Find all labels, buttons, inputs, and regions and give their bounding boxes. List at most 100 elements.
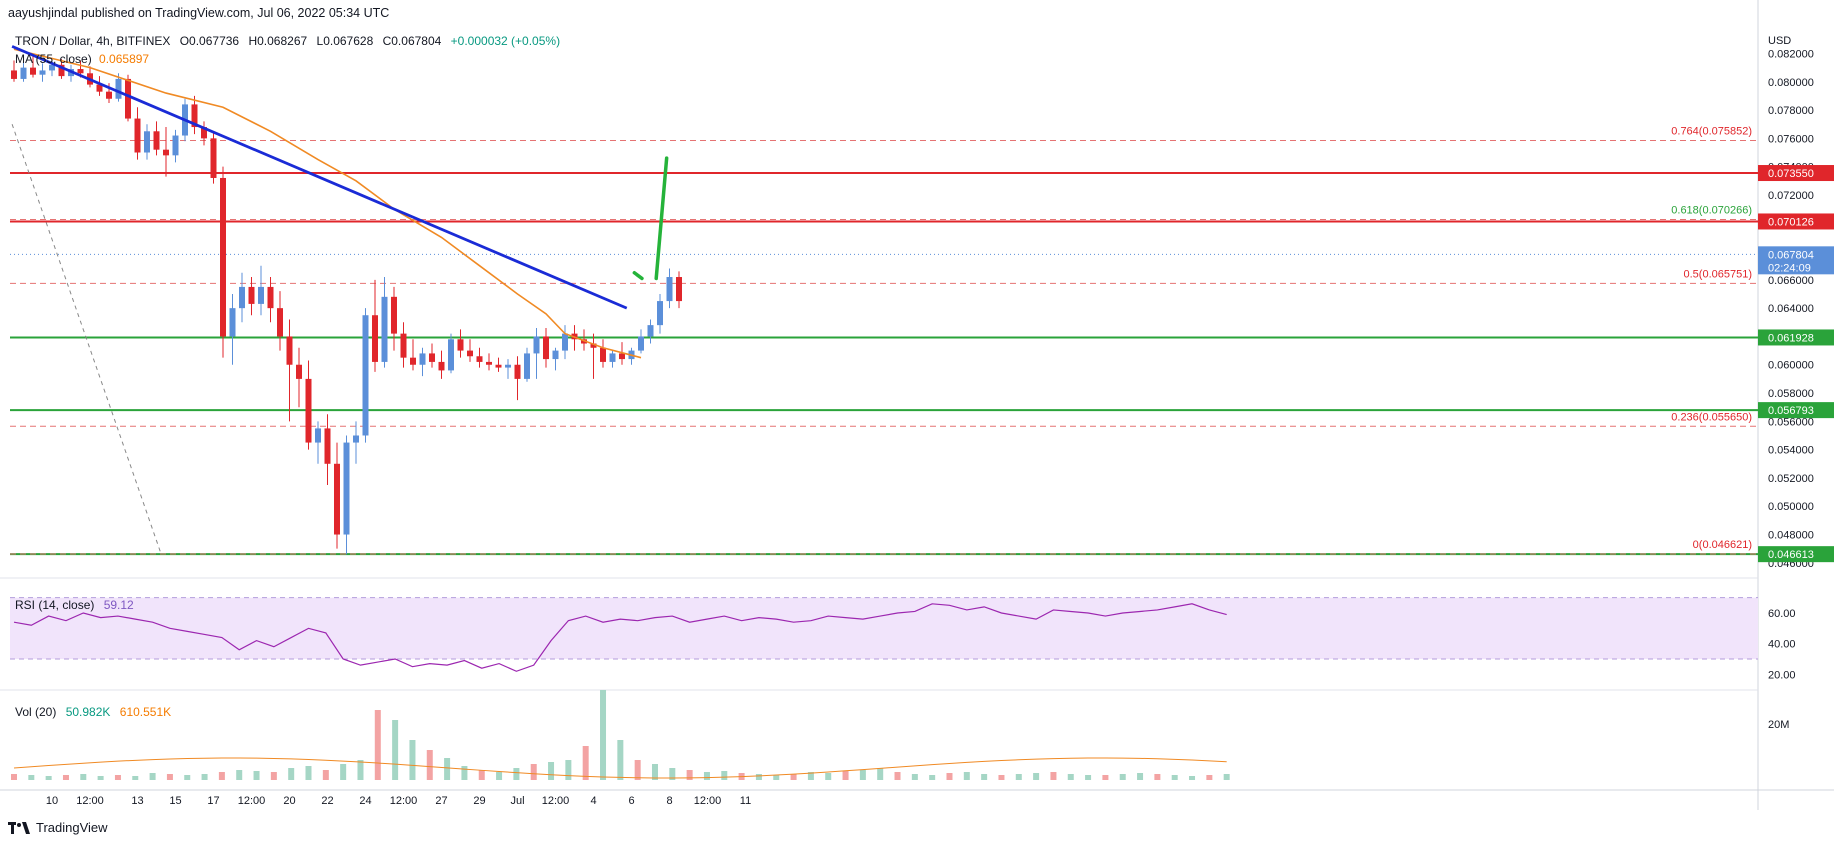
volume-bar	[894, 772, 901, 780]
y-tick-label: 0.064000	[1768, 303, 1814, 315]
y-tick-label: 0.080000	[1768, 77, 1814, 89]
volume-bar	[651, 764, 658, 780]
fib-level-label: 0.764(0.075852)	[1671, 125, 1752, 137]
price-axis-tag-label: 0.061928	[1768, 332, 1814, 344]
volume-bar	[721, 771, 728, 780]
candle-body	[106, 91, 112, 99]
volume-bar	[426, 750, 433, 780]
candle-body	[505, 364, 511, 368]
x-tick-label: 29	[473, 795, 485, 807]
candle-body	[39, 70, 46, 75]
candle-body	[343, 442, 350, 535]
candle-body	[96, 84, 103, 92]
volume-bar	[1154, 774, 1161, 780]
symbol-legend[interactable]: TRON / Dollar, 4h, BITFINEX O0.067736 H0…	[15, 34, 560, 48]
volume-bar	[600, 690, 607, 780]
price-axis-tag-label: 0.067804	[1768, 249, 1814, 261]
candle-body	[638, 336, 644, 351]
volume-bar	[28, 775, 35, 780]
candle-body	[533, 336, 540, 354]
volume-bar	[132, 776, 139, 780]
volume-bar	[582, 746, 589, 780]
candle-body	[229, 308, 236, 337]
fib-diagonal-line	[11, 124, 162, 555]
volume-legend[interactable]: Vol (20) 50.982K 610.551K	[15, 705, 171, 719]
candle-body	[30, 67, 36, 75]
candle-body	[11, 70, 17, 79]
x-tick-label: 12:00	[390, 795, 418, 807]
candle-body	[77, 69, 84, 74]
volume-bar	[790, 774, 797, 780]
candle-body	[495, 364, 502, 368]
candle-body	[657, 301, 663, 326]
candle-body	[258, 286, 264, 304]
candle-body	[324, 428, 331, 464]
candle-body	[438, 361, 445, 371]
volume-bar	[201, 774, 208, 780]
volume-bar	[548, 762, 555, 780]
y-tick-label: 0.078000	[1768, 105, 1814, 117]
candle-body	[476, 356, 483, 362]
candle-body	[134, 118, 141, 153]
volume-ma-line	[13, 757, 1227, 779]
candle-body	[172, 135, 179, 156]
volume-bar	[184, 775, 191, 780]
candle-body	[286, 336, 293, 365]
fib-level-label: 0(0.046621)	[1693, 539, 1752, 551]
volume-bar	[218, 772, 225, 780]
volume-bar	[253, 771, 260, 780]
y-tick-label: 0.076000	[1768, 133, 1814, 145]
y-tick-label: 0.052000	[1768, 473, 1814, 485]
volume-bar	[513, 768, 520, 780]
price-axis-tag	[1758, 329, 1834, 346]
volume-bar	[530, 764, 537, 780]
volume-bar	[1119, 774, 1126, 780]
ma-label: MA (55, close)	[15, 52, 92, 66]
volume-bar	[773, 775, 780, 780]
candle-body	[153, 131, 160, 150]
tradingview-logo[interactable]: TradingView	[8, 820, 108, 835]
fib-level-label: 0.5(0.065751)	[1684, 268, 1753, 280]
x-tick-label: Jul	[510, 795, 524, 807]
publisher-line: aayushjindal published on TradingView.co…	[8, 6, 390, 20]
candle-body	[514, 364, 521, 379]
price-axis-tag	[1758, 213, 1834, 230]
low-value: L0.067628	[316, 34, 374, 48]
candle-body	[305, 378, 312, 443]
volume-bar	[877, 768, 884, 780]
candle-body	[201, 127, 207, 139]
x-tick-label: 10	[46, 795, 58, 807]
candle-body	[239, 286, 245, 309]
y-tick-label: 0.056000	[1768, 416, 1814, 428]
rsi-tick-label: 20.00	[1768, 669, 1796, 681]
price-axis-tag-countdown: 02:24:09	[1768, 262, 1811, 274]
candle-body	[191, 104, 198, 128]
x-tick-label: 22	[321, 795, 333, 807]
volume-bar	[946, 773, 953, 780]
volume-bar	[1102, 775, 1109, 780]
volume-bar	[1189, 776, 1196, 780]
volume-bar	[911, 774, 918, 780]
candle-body	[391, 296, 397, 334]
volume-bar	[1085, 775, 1092, 780]
candle-body	[353, 435, 359, 443]
candle-body	[467, 350, 473, 357]
volume-ma-value: 610.551K	[119, 705, 172, 719]
volume-bar	[149, 773, 156, 780]
volume-bar	[97, 776, 104, 780]
x-tick-label: 8	[666, 795, 672, 807]
rsi-legend[interactable]: RSI (14, close) 59.12	[15, 598, 134, 612]
candle-body	[647, 325, 654, 337]
y-tick-label: 0.082000	[1768, 48, 1814, 60]
x-tick-label: 17	[207, 795, 219, 807]
volume-bar	[461, 766, 468, 780]
candle-body	[58, 64, 65, 77]
volume-bar	[45, 776, 52, 780]
candle-body	[49, 64, 55, 71]
x-tick-label: 6	[628, 795, 634, 807]
rsi-value: 59.12	[103, 598, 134, 612]
volume-bar	[166, 774, 173, 780]
ma-legend[interactable]: MA (55, close) 0.065897	[15, 52, 149, 66]
